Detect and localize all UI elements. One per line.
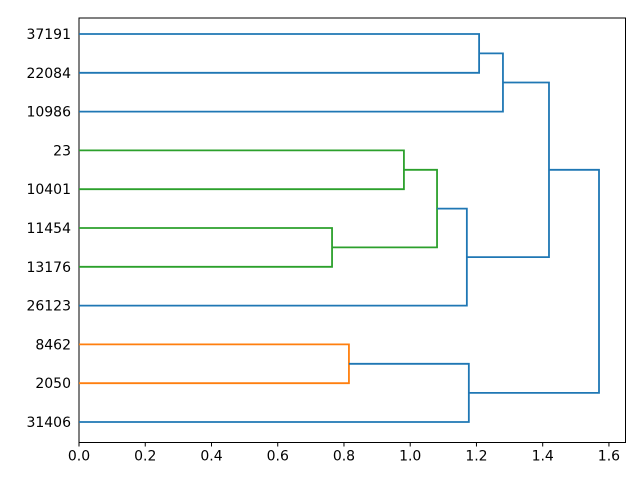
leaf-label-10986: 10986 [26,105,71,121]
x-tick-label: 0.6 [267,449,289,465]
x-tick-label: 0.4 [200,449,222,465]
x-tick-label: 0.8 [333,449,355,465]
dendrogram-link-M2 [79,149,405,191]
leaf-label-11454: 11454 [26,221,71,237]
plot-frame [78,17,626,443]
dendrogram-link-M8 [79,362,470,423]
x-tick-label: 1.2 [465,449,487,465]
dendrogram-link-M6 [466,81,550,258]
x-tick-label: 0.2 [134,449,156,465]
dendrogram-link-M9 [468,168,600,394]
dendrogram-link-M5 [79,207,468,307]
dendrogram-link-M4 [332,168,438,249]
dendrogram-link-M0 [79,33,481,74]
dendrogram-link-M1 [79,52,504,113]
x-tick-label: 1.0 [399,449,421,465]
leaf-label-26123: 26123 [26,299,71,315]
leaf-label-23: 23 [53,143,71,159]
leaf-label-22084: 22084 [26,66,71,82]
x-tick-label: 1.4 [532,449,554,465]
x-tick-label: 1.6 [598,449,620,465]
leaf-label-2050: 2050 [35,376,71,392]
leaf-label-10401: 10401 [26,182,71,198]
leaf-label-8462: 8462 [35,337,71,353]
dendrogram-link-M7 [79,343,350,385]
leaf-label-31406: 31406 [26,415,71,431]
dendrogram-link-M3 [79,227,333,268]
x-tick-label: 0.0 [68,449,90,465]
leaf-label-13176: 13176 [26,260,71,276]
leaf-label-37191: 37191 [26,27,71,43]
